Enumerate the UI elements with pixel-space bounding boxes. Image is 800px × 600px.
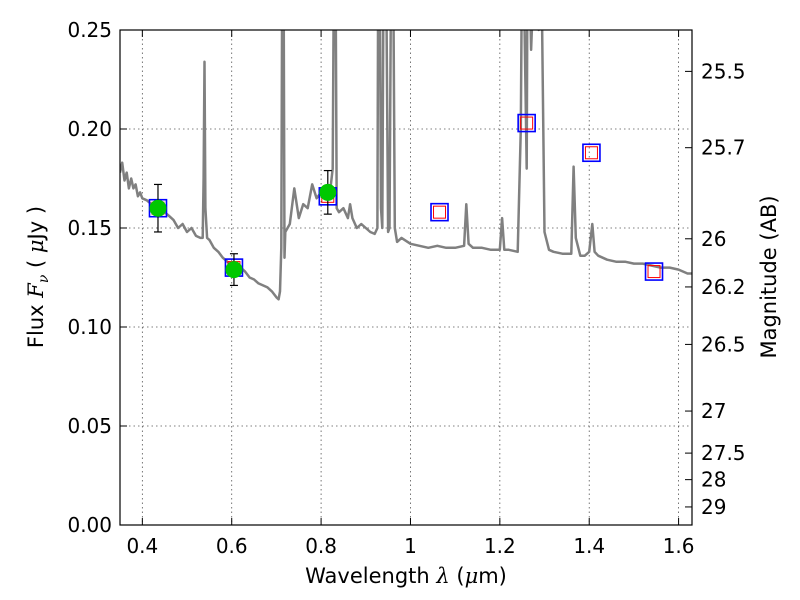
observed-point [225,261,243,279]
y2-tick-label: 28 [701,468,726,492]
y2-tick-label: 27 [701,399,726,423]
x-tick-label: 0.4 [126,534,158,558]
tick-marks [120,29,692,526]
model-photometry-marker-inner [520,116,534,130]
y2-tick-label: 26.5 [701,332,746,356]
y-tick-label: 0.20 [67,117,112,141]
x-tick-label: 0.6 [216,534,248,558]
model-photometry-marker [644,262,664,281]
x-tick-label: 1.6 [663,534,695,558]
y2-tick-label: 26 [701,227,726,251]
y-tick-label: 0.25 [67,18,112,42]
y-tick-label: 0.05 [67,414,112,438]
observed-photometry-layer [149,169,337,287]
x-tick-label: 1 [404,534,417,558]
model-photometry-marker-inner [433,205,447,219]
y2-tick-label: 26.2 [701,275,746,299]
model-photometry-marker [582,143,601,163]
model-photometry-marker-inner [647,265,661,279]
y2-axis-label: Magnitude (AB) [757,195,781,358]
y-tick-label: 0.15 [67,216,112,240]
x-tick-label: 1.2 [484,534,516,558]
observed-point [149,199,167,217]
y-tick-label: 0.10 [67,315,112,339]
y2-tick-label: 29 [701,495,726,519]
plot-frame [119,29,693,526]
tick-labels: 0.4 0.6 0.8 1 1.2 1.4 1.6 0.00 0.05 0.10 0.15 0.20 0… [67,18,745,558]
observed-point [319,183,337,201]
x-tick-label: 0.8 [305,534,337,558]
model-photometry-marker [430,202,449,222]
model-photometry-marker [517,113,536,133]
x-tick-label: 1.4 [573,534,605,558]
sed-model-line [120,30,692,301]
y2-tick-label: 25.7 [701,136,746,160]
x-axis-label: Wavelength λ (μm) [305,564,507,588]
y-axis-label: Flux Fν ( μJy ) [24,206,52,348]
model-photometry-marker-inner [584,146,598,160]
y-tick-label: 0.00 [67,513,112,537]
y2-tick-label: 27.5 [701,441,746,465]
y2-tick-label: 25.5 [701,59,746,83]
sed-model-layer [120,30,692,301]
